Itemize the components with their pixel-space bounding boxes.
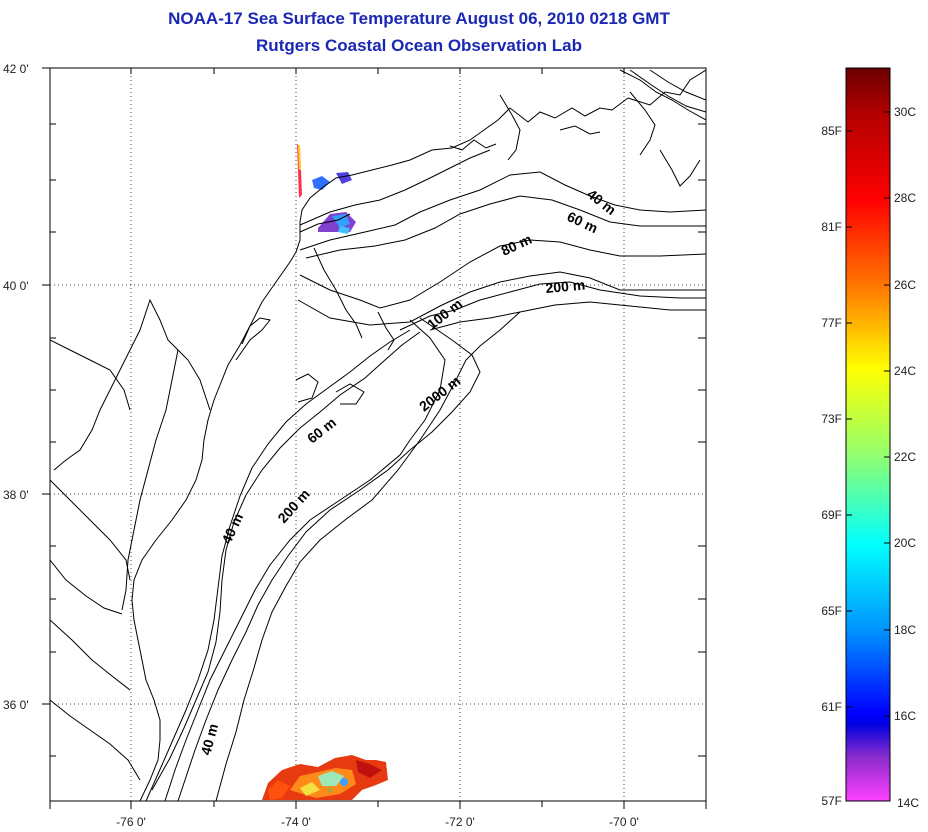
celsius-label: 18C: [894, 623, 916, 637]
colorbar-fahrenheit-labels: 85F 81F 77F 73F 69F 65F 61F 57F: [821, 124, 842, 808]
map-title: NOAA-17 Sea Surface Temperature August 0…: [168, 9, 670, 28]
map-ticks: [42, 67, 707, 809]
celsius-label: 28C: [894, 191, 916, 205]
lat-label: 36 0': [3, 698, 29, 712]
colorbar-celsius-labels: 30C 28C 26C 24C 22C 20C 18C 16C 14C: [894, 105, 919, 810]
lat-label: 38 0': [3, 488, 29, 502]
lat-label: 42 0': [3, 62, 29, 76]
fahrenheit-label: 57F: [821, 794, 842, 808]
map-grid: [50, 68, 706, 801]
longitude-labels: -76 0' -74 0' -72 0' -70 0': [116, 815, 639, 829]
celsius-label: 30C: [894, 105, 916, 119]
fahrenheit-label: 77F: [821, 316, 842, 330]
fahrenheit-label: 65F: [821, 604, 842, 618]
fahrenheit-label: 73F: [821, 412, 842, 426]
celsius-label: 16C: [894, 709, 916, 723]
celsius-label: 26C: [894, 278, 916, 292]
temperature-colorbar: [845, 67, 891, 802]
lon-label: -70 0': [609, 815, 639, 829]
map-subtitle: Rutgers Coastal Ocean Observation Lab: [256, 36, 582, 55]
sst-data-southern-patch: [262, 755, 388, 800]
fahrenheit-label: 69F: [821, 508, 842, 522]
celsius-label: 20C: [894, 536, 916, 550]
coastline: [50, 69, 706, 801]
fahrenheit-label: 61F: [821, 700, 842, 714]
fahrenheit-label: 81F: [821, 220, 842, 234]
lon-label: -72 0': [445, 815, 475, 829]
lat-label: 40 0': [3, 279, 29, 293]
contour-label: 200 m: [545, 277, 586, 296]
latitude-labels: 42 0' 40 0' 38 0' 36 0': [3, 62, 29, 712]
bathymetry-contours: [145, 69, 706, 801]
fahrenheit-label: 85F: [821, 124, 842, 138]
contour-label: 40 m: [197, 722, 221, 757]
map-frame: [49, 67, 707, 802]
celsius-label: 14C: [897, 796, 919, 810]
celsius-label: 22C: [894, 450, 916, 464]
celsius-label: 24C: [894, 364, 916, 378]
colorbar-ticks: [846, 111, 890, 717]
lon-label: -74 0': [281, 815, 311, 829]
lon-label: -76 0': [116, 815, 146, 829]
sst-data-northern-patch: [297, 144, 356, 234]
